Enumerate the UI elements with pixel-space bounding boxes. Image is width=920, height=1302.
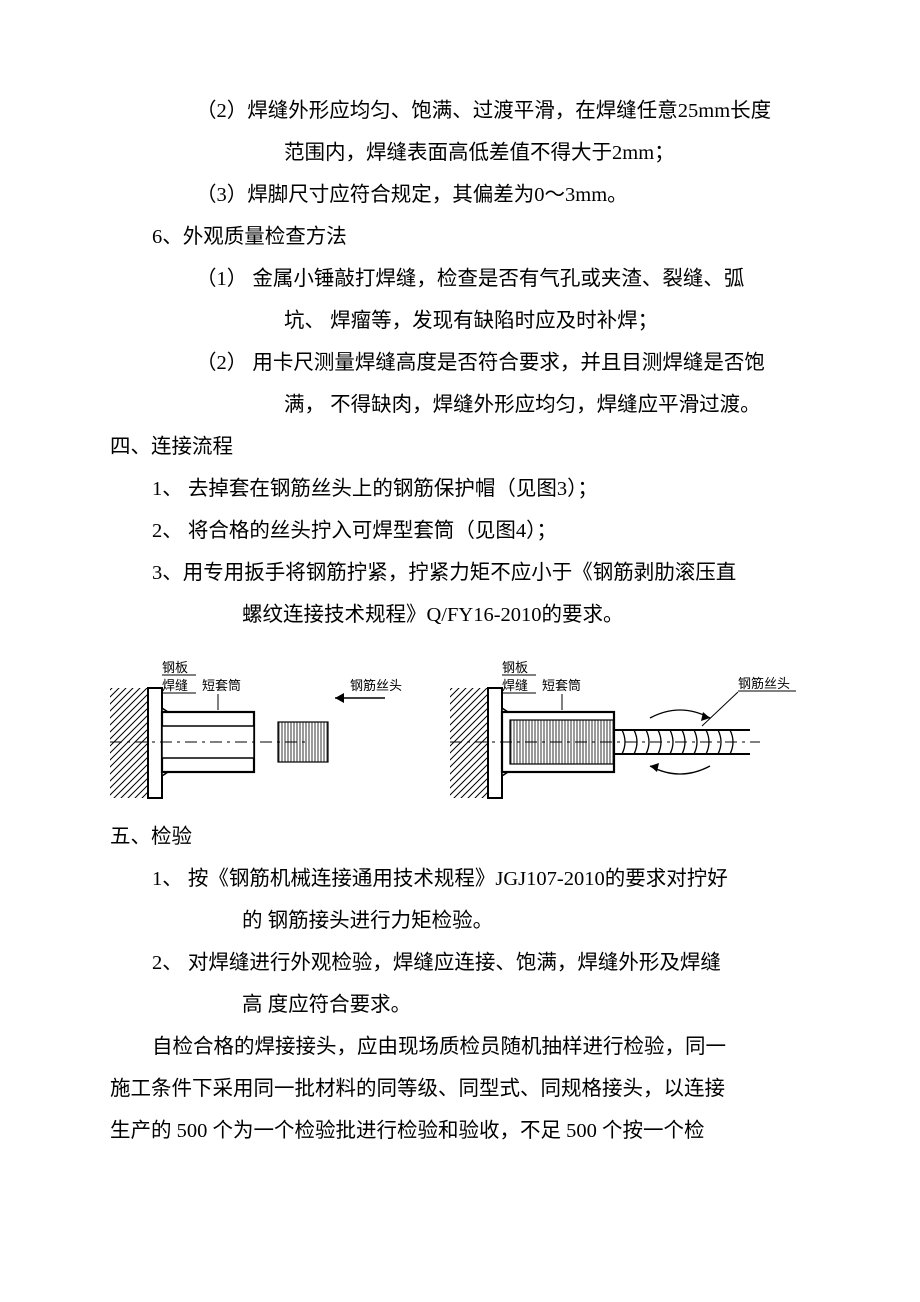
sec5-item-2: 2、 对焊缝进行外观检验，焊缝应连接、饱满，焊缝外形及焊缝: [110, 942, 810, 984]
item-6-2: （2） 用卡尺测量焊缝高度是否符合要求，并且目测焊缝是否饱: [110, 342, 810, 384]
fig4-label-sleeve: 短套筒: [542, 678, 581, 693]
sec4-item-3: 3、用专用扳手将钢筋拧紧，拧紧力矩不应小于《钢筋剥肋滚压直: [110, 552, 810, 594]
figure-4-svg: 钢板 焊缝 短套筒 钢筋丝头: [450, 648, 810, 808]
figure-row: 钢板 焊缝 短套筒 钢筋丝头: [110, 636, 810, 816]
sec4-item-3-cont: 螺纹连接技术规程》Q/FY16-2010的要求。: [110, 594, 810, 636]
item-6-2-cont: 满， 不得缺肉，焊缝外形应均匀，焊缝应平滑过渡。: [110, 384, 810, 426]
figure-3-svg: 钢板 焊缝 短套筒 钢筋丝头: [110, 648, 450, 808]
fig3-label-thread: 钢筋丝头: [350, 678, 402, 693]
fig4-label-thread: 钢筋丝头: [738, 676, 790, 691]
item-6-heading: 6、外观质量检查方法: [110, 216, 810, 258]
sec4-item-1: 1、 去掉套在钢筋丝头上的钢筋保护帽（见图3）；: [110, 468, 810, 510]
closing-para-2: 施工条件下采用同一批材料的同等级、同型式、同规格接头，以连接: [110, 1068, 810, 1110]
fig4-label-plate: 钢板: [502, 660, 528, 675]
item-6-1: （1） 金属小锤敲打焊缝，检查是否有气孔或夹渣、裂缝、弧: [110, 258, 810, 300]
item-2: （2）焊缝外形应均匀、饱满、过渡平滑，在焊缝任意25mm长度: [110, 90, 810, 132]
figure-3: 钢板 焊缝 短套筒 钢筋丝头: [110, 648, 450, 808]
closing-para-1: 自检合格的焊接接头，应由现场质检员随机抽样进行检验，同一: [110, 1026, 810, 1068]
fig3-label-weld: 焊缝: [162, 678, 188, 693]
document-page: （2）焊缝外形应均匀、饱满、过渡平滑，在焊缝任意25mm长度 范围内，焊缝表面高…: [0, 0, 920, 1212]
section-4-heading: 四、连接流程: [110, 426, 810, 468]
fig3-label-sleeve: 短套筒: [202, 678, 241, 693]
sec5-item-2-cont: 高 度应符合要求。: [110, 984, 810, 1026]
closing-para-3: 生产的 500 个为一个检验批进行检验和验收，不足 500 个按一个检: [110, 1110, 810, 1152]
sec4-item-2: 2、 将合格的丝头拧入可焊型套筒（见图4）；: [110, 510, 810, 552]
item-6-1-cont: 坑、 焊瘤等，发现有缺陷时应及时补焊；: [110, 300, 810, 342]
fig3-label-plate: 钢板: [162, 660, 188, 675]
item-2-cont: 范围内，焊缝表面高低差值不得大于2mm；: [110, 132, 810, 174]
sec5-item-1-cont: 的 钢筋接头进行力矩检验。: [110, 900, 810, 942]
section-5-heading: 五、检验: [110, 816, 810, 858]
figure-4: 钢板 焊缝 短套筒 钢筋丝头: [450, 648, 810, 808]
fig4-label-weld: 焊缝: [502, 678, 528, 693]
sec5-item-1: 1、 按《钢筋机械连接通用技术规程》JGJ107-2010的要求对拧好: [110, 858, 810, 900]
item-3: （3）焊脚尺寸应符合规定，其偏差为0〜3mm。: [110, 174, 810, 216]
